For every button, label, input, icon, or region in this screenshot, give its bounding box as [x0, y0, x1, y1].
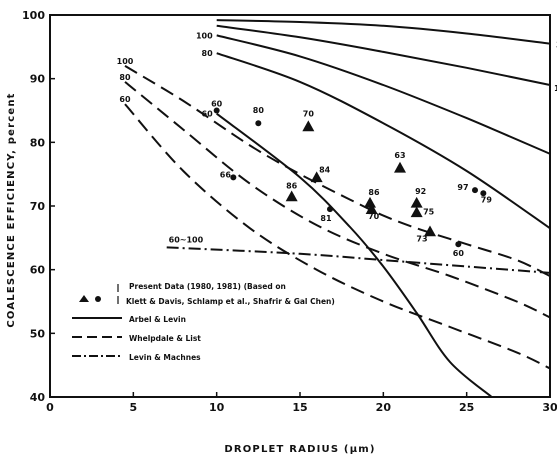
data-point-label: 66 [220, 170, 232, 179]
curve-label: 60~100 [169, 235, 204, 244]
data-point-label: 75 [423, 207, 435, 216]
points-layer: 70 84 86 86 70 63 92 75 73 60 80 66 81 60 79 97 [211, 100, 492, 259]
triangle-data-point [394, 161, 406, 173]
y-tick-label: 60 [30, 264, 46, 277]
x-tick-label: 30 [542, 401, 557, 414]
curve-label: 150 [554, 84, 557, 93]
x-axis-title: DROPLET RADIUS (μm) [224, 444, 375, 455]
curve-label: 80 [119, 73, 131, 82]
data-point-label: 92 [415, 187, 426, 196]
circle-data-point [230, 174, 237, 181]
circle-data-point [472, 187, 478, 194]
circle-data-point [480, 190, 487, 197]
data-point-label: 81 [320, 214, 332, 223]
data-point-label: 86 [286, 181, 298, 190]
data-point-label: 80 [253, 106, 265, 115]
curve-levin-machnes [166, 246, 551, 274]
triangle-data-point [424, 225, 436, 237]
x-tick-label: 25 [459, 401, 474, 414]
curve-arbel-levin [216, 24, 551, 86]
y-tick-label: 70 [30, 200, 46, 213]
data-point-label: 79 [481, 195, 493, 204]
curve-label: 60 [202, 110, 214, 119]
curve-label: 100 [196, 31, 213, 40]
legend-triangle-icon [79, 295, 89, 302]
x-tick-label: 10 [209, 401, 225, 414]
data-point-label: 73 [416, 234, 427, 243]
curve-label: 80 [202, 49, 214, 58]
curve-whelpdale-list [124, 103, 551, 370]
triangle-data-point [410, 196, 423, 208]
y-axis-title: COALESCENCE EFFICIENCY, percent [6, 92, 17, 327]
y-tick-label: 40 [30, 391, 46, 404]
curves-layer: 3001501008060100806060~100 [117, 19, 557, 398]
triangle-data-point [310, 171, 323, 183]
curve-arbel-levin [216, 52, 551, 230]
x-tick-label: 0 [46, 401, 54, 414]
circle-data-point [455, 241, 462, 248]
curve-arbel-levin [216, 34, 551, 155]
data-point-label: 97 [457, 183, 468, 192]
y-tick-label: 50 [30, 327, 46, 340]
curve-whelpdale-list [124, 65, 551, 277]
legend-levin-machnes: Levin & Machnes [129, 353, 201, 362]
legend-present-data: Present Data (1980, 1981) (Based on [129, 282, 286, 291]
curve-arbel-levin [216, 19, 551, 45]
data-point-label: 84 [319, 165, 331, 174]
legend-others-data: Klett & Davis, Schlamp et al., Shafrir &… [126, 297, 335, 306]
data-point-label: 60 [211, 100, 223, 109]
triangle-data-point [302, 120, 315, 132]
curve-arbel-levin [216, 112, 493, 398]
curve-whelpdale-list [124, 81, 551, 319]
x-tick-label: 5 [130, 401, 138, 414]
data-point-label: 70 [303, 109, 315, 118]
triangle-data-point [285, 190, 298, 202]
data-point-label: 70 [368, 212, 380, 221]
y-tick-label: 80 [30, 136, 46, 149]
curve-label: 100 [117, 57, 134, 66]
data-point-label: 86 [368, 188, 380, 197]
triangle-data-point [364, 196, 376, 208]
circle-data-point [327, 206, 333, 213]
data-point-label: 63 [394, 151, 405, 160]
triangle-data-point [410, 206, 423, 218]
data-point-label: 60 [453, 249, 465, 258]
circle-data-point [213, 107, 220, 114]
triangle-data-point [365, 203, 378, 214]
x-tick-label: 15 [292, 401, 307, 414]
x-tick-label: 20 [376, 401, 392, 414]
y-tick-label: 100 [22, 9, 45, 22]
circle-data-point [255, 120, 262, 127]
legend-circle-icon [95, 296, 101, 302]
ticks-layer: 0 5 10 15 20 25 30 40 50 60 70 80 90 100 [22, 9, 557, 414]
legend-arbel-levin: Arbel & Levin [129, 315, 186, 324]
legend: Present Data (1980, 1981) (Based on Klet… [72, 282, 335, 362]
y-tick-label: 90 [30, 73, 46, 86]
curve-label: 60 [119, 95, 131, 104]
legend-whelpdale-list: Whelpdale & List [129, 334, 201, 343]
